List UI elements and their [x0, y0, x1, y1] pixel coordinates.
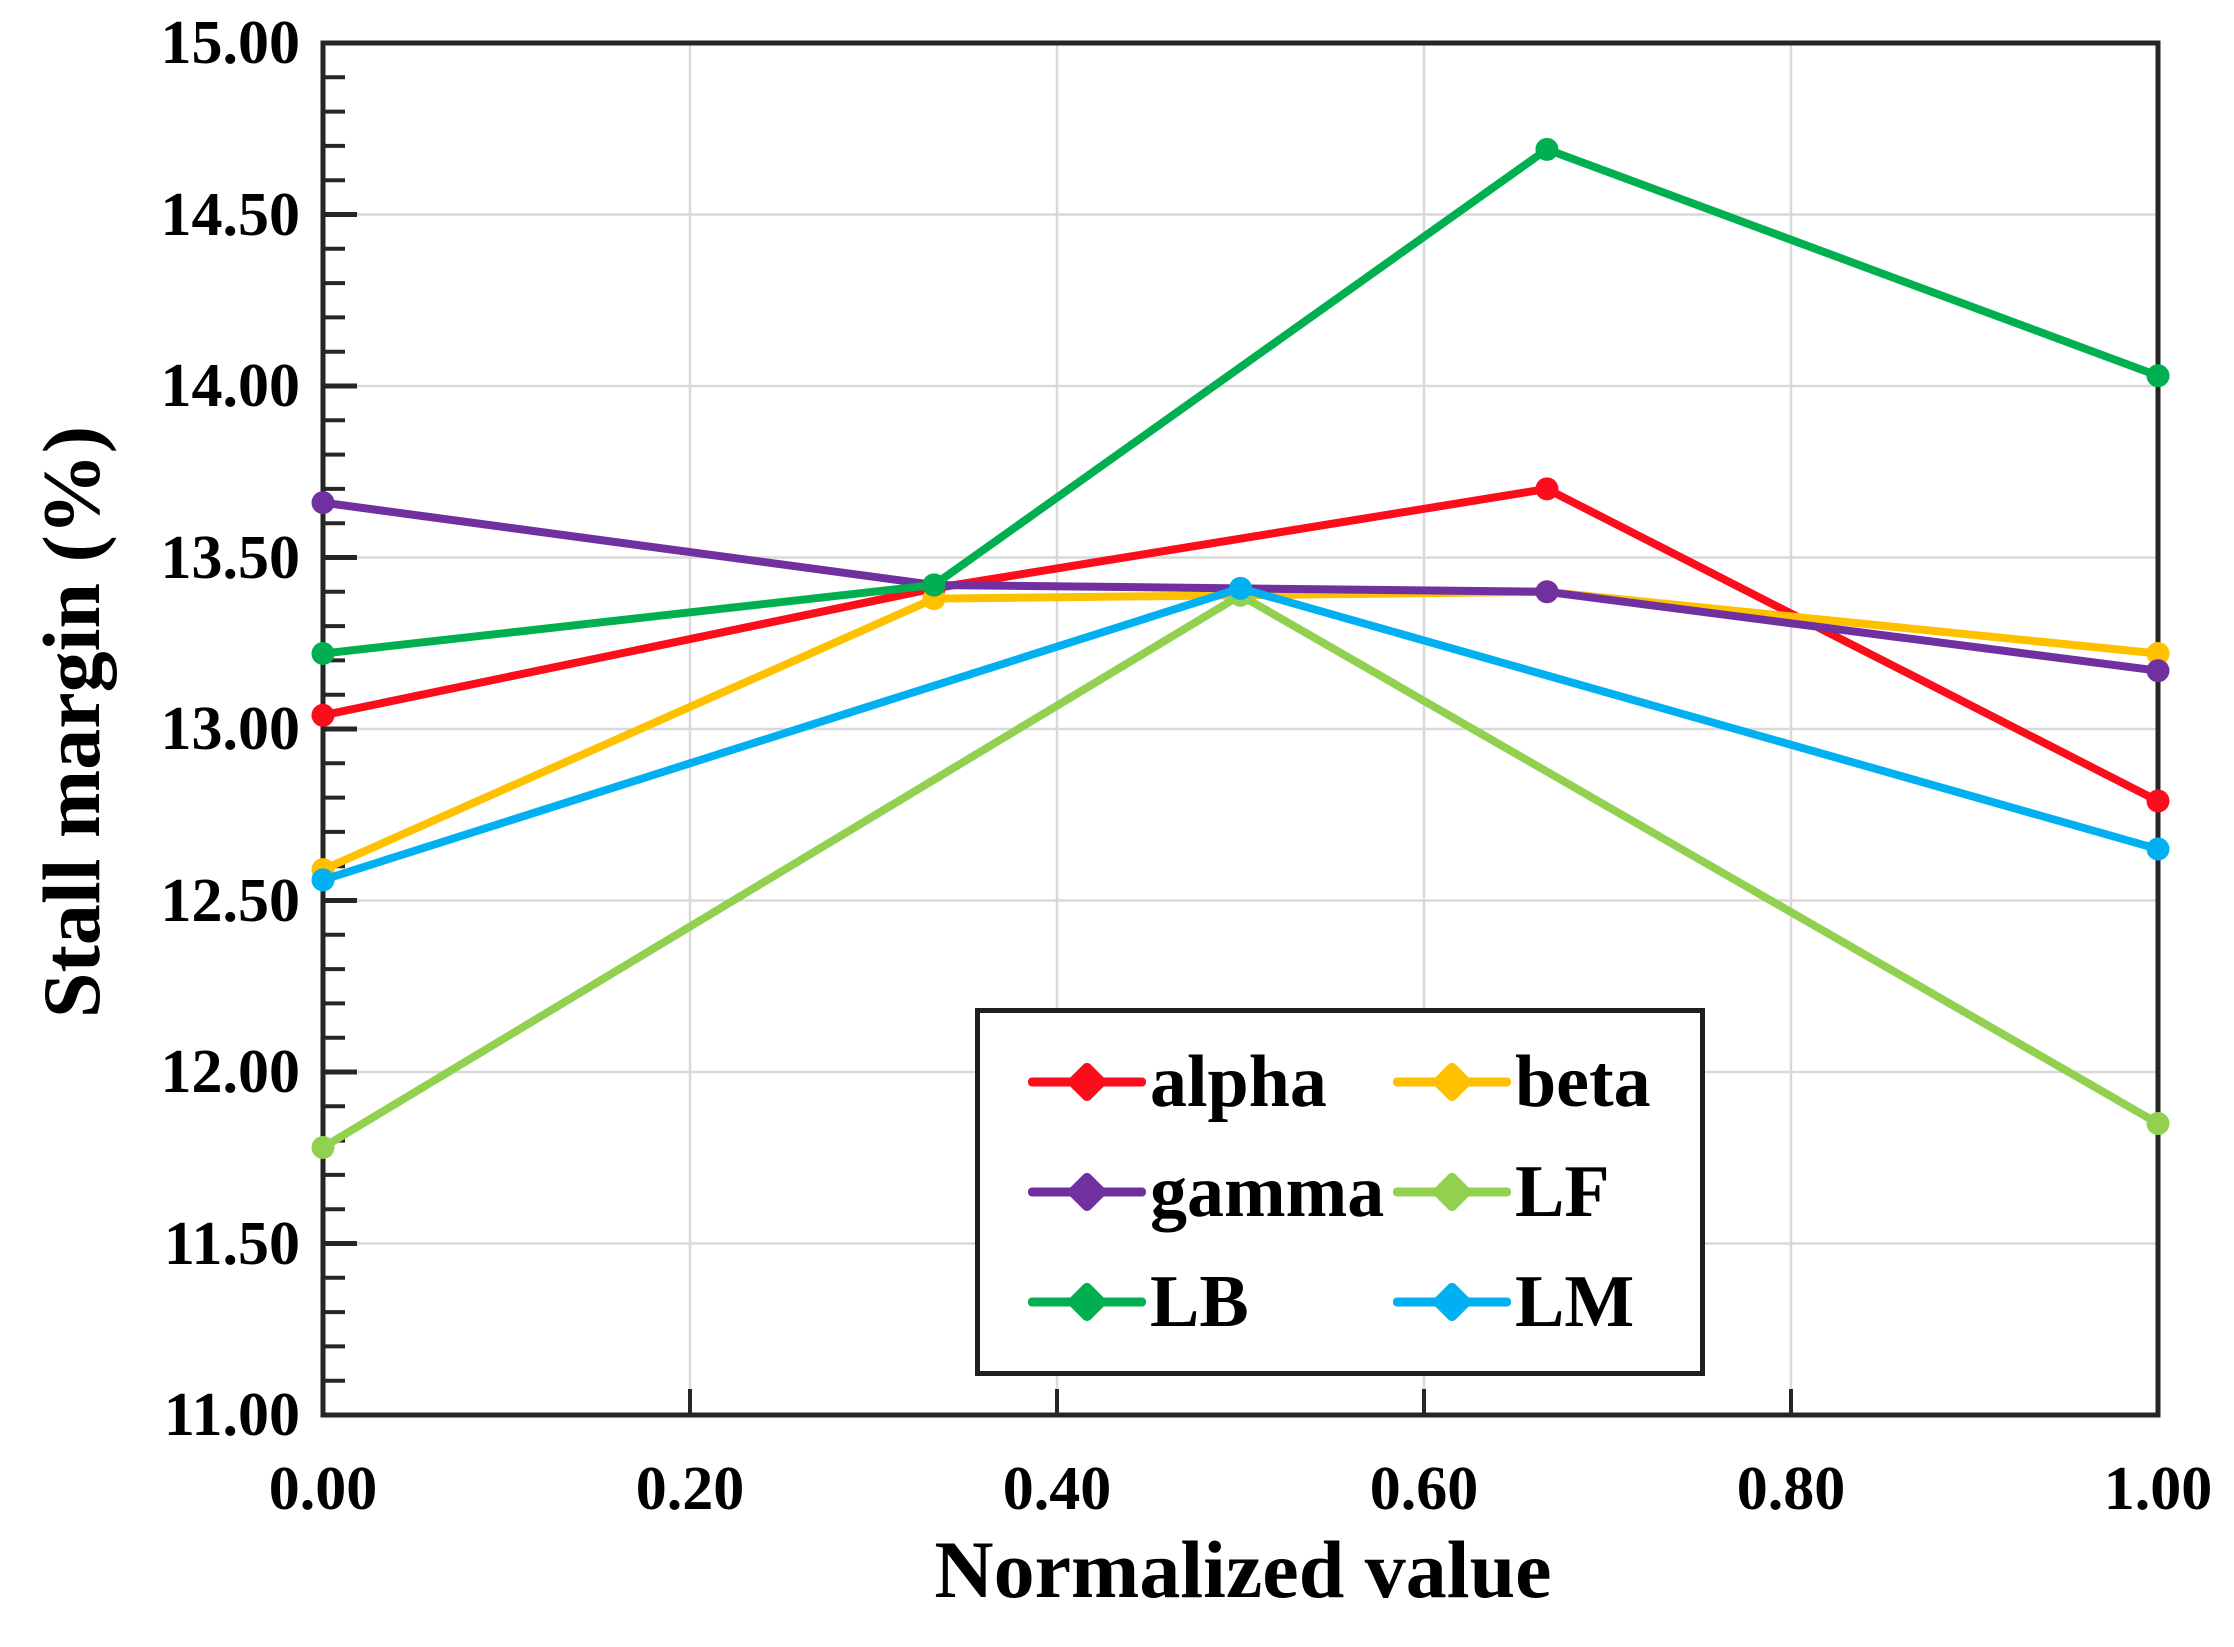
legend-item-LF: LF [1393, 1155, 1690, 1229]
y-axis-title: Stall margin (%) [26, 425, 117, 1019]
series-line-LB [319, 145, 2162, 658]
legend-item-gamma: gamma [1028, 1155, 1393, 1229]
legend-item-LB: LB [1028, 1265, 1393, 1339]
legend-label-gamma: gamma [1150, 1151, 1385, 1233]
data-point-LM [1229, 576, 1252, 600]
legend: alpha beta gamma LF LB LM [975, 1008, 1705, 1376]
lm-line-marker-icon [1393, 1280, 1511, 1324]
legend-item-LM: LM [1393, 1265, 1690, 1339]
x-tick-label: 0.00 [268, 1455, 378, 1523]
x-tick-label: 0.80 [1736, 1455, 1846, 1523]
data-point-LB [922, 573, 946, 597]
axis-ticks [323, 75, 1793, 1415]
legend-label-LB: LB [1150, 1261, 1249, 1343]
y-tick-label: 12.50 [160, 866, 301, 935]
data-point-gamma [2146, 659, 2170, 683]
data-point-alpha [311, 703, 335, 727]
data-point-LM [311, 868, 335, 892]
series-line-alpha [319, 484, 2162, 806]
data-point-LB [2146, 364, 2170, 388]
y-tick-label: 13.00 [160, 695, 301, 763]
y-tick-label: 13.50 [160, 523, 301, 592]
series-markers-LB [311, 137, 2170, 666]
y-tick-label: 15.00 [160, 9, 301, 77]
data-point-LB [1535, 137, 1559, 161]
data-point-LM [2146, 837, 2170, 861]
data-point-alpha [1535, 477, 1559, 501]
series-markers-LM [311, 576, 2170, 892]
y-tick-label: 11.00 [163, 1381, 300, 1449]
legend-label-LF: LF [1515, 1151, 1610, 1233]
alpha-line-marker-icon [1028, 1060, 1146, 1104]
y-tick-label: 11.50 [163, 1209, 300, 1278]
series-markers-alpha [311, 477, 2170, 813]
data-point-gamma [311, 491, 335, 515]
lf-line-marker-icon [1393, 1170, 1511, 1214]
x-tick-label: 0.40 [1002, 1455, 1112, 1523]
y-tick-label: 14.50 [160, 180, 301, 249]
legend-item-alpha: alpha [1028, 1045, 1393, 1119]
beta-line-marker-icon [1393, 1060, 1511, 1104]
data-point-alpha [2146, 789, 2170, 813]
x-tick-label: 0.60 [1369, 1455, 1479, 1523]
x-axis-title: Normalized value [934, 1524, 1552, 1615]
y-tick-label: 12.00 [160, 1038, 301, 1106]
data-point-gamma [1535, 580, 1559, 604]
data-point-LF [311, 1135, 335, 1159]
legend-item-beta: beta [1393, 1045, 1690, 1119]
data-point-LF [2146, 1111, 2170, 1135]
y-tick-label: 14.00 [160, 352, 301, 420]
legend-label-alpha: alpha [1150, 1041, 1327, 1123]
data-point-beta [2146, 642, 2170, 666]
lb-line-marker-icon [1028, 1280, 1146, 1324]
legend-label-beta: beta [1515, 1041, 1651, 1123]
legend-label-LM: LM [1515, 1261, 1635, 1343]
x-tick-label: 1.00 [2103, 1455, 2213, 1523]
gamma-line-marker-icon [1028, 1170, 1146, 1214]
x-tick-label: 0.20 [635, 1455, 745, 1523]
data-point-LB [311, 642, 335, 666]
